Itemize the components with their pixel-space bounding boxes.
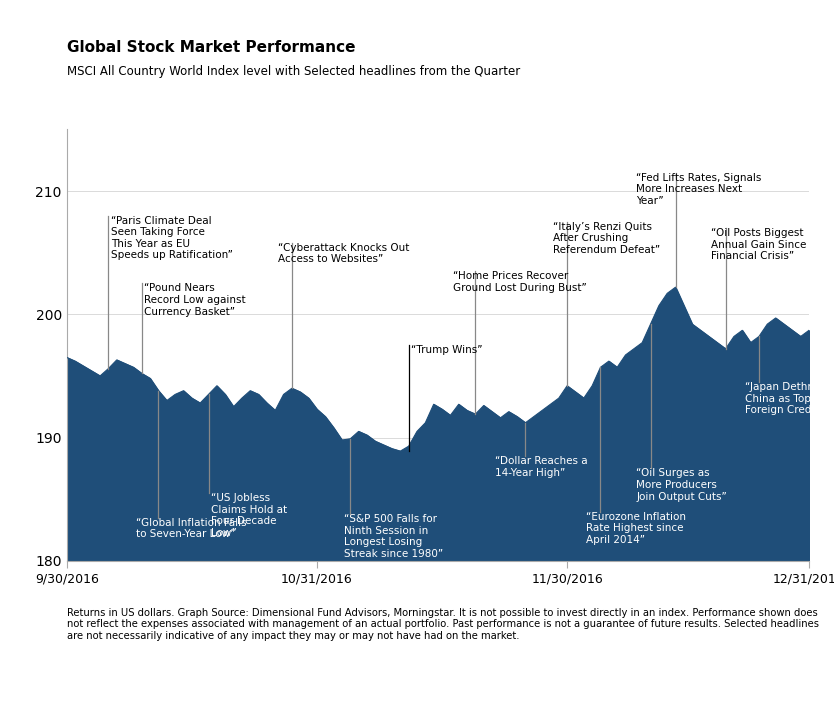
Text: “Home Prices Recover
Ground Lost During Bust”: “Home Prices Recover Ground Lost During …	[453, 271, 586, 293]
Text: Returns in US dollars. Graph Source: Dimensional Fund Advisors, Morningstar. It : Returns in US dollars. Graph Source: Dim…	[67, 608, 819, 641]
Text: MSCI All Country World Index level with Selected headlines from the Quarter: MSCI All Country World Index level with …	[67, 65, 520, 78]
Text: “Eurozone Inflation
Rate Highest since
April 2014”: “Eurozone Inflation Rate Highest since A…	[586, 511, 686, 545]
Text: “US Jobless
Claims Hold at
Four-Decade
Low”: “US Jobless Claims Hold at Four-Decade L…	[211, 493, 287, 538]
Text: “Oil Surges as
More Producers
Join Output Cuts”: “Oil Surges as More Producers Join Outpu…	[636, 468, 727, 502]
Text: “Trump Wins”: “Trump Wins”	[411, 345, 483, 355]
Text: “Paris Climate Deal
Seen Taking Force
This Year as EU
Speeds up Ratification”: “Paris Climate Deal Seen Taking Force Th…	[111, 216, 233, 260]
Text: “Fed Lifts Rates, Signals
More Increases Next
Year”: “Fed Lifts Rates, Signals More Increases…	[636, 173, 761, 206]
Text: “Italy’s Renzi Quits
After Crushing
Referendum Defeat”: “Italy’s Renzi Quits After Crushing Refe…	[553, 222, 660, 255]
Text: “S&P 500 Falls for
Ninth Session in
Longest Losing
Streak since 1980”: “S&P 500 Falls for Ninth Session in Long…	[344, 514, 444, 559]
Text: “Oil Posts Biggest
Annual Gain Since
Financial Crisis”: “Oil Posts Biggest Annual Gain Since Fin…	[711, 228, 806, 261]
Text: “Global Inflation Falls
to Seven-Year Low”: “Global Inflation Falls to Seven-Year Lo…	[136, 518, 247, 539]
Text: “Dollar Reaches a
14-Year High”: “Dollar Reaches a 14-Year High”	[495, 456, 587, 477]
Text: “Pound Nears
Record Low against
Currency Basket”: “Pound Nears Record Low against Currency…	[144, 283, 246, 316]
Text: “Cyberattack Knocks Out
Access to Websites”: “Cyberattack Knocks Out Access to Websit…	[278, 243, 409, 265]
Text: Global Stock Market Performance: Global Stock Market Performance	[67, 40, 355, 55]
Text: “Japan Dethrones
China as Top US
Foreign Creditor”: “Japan Dethrones China as Top US Foreign…	[745, 382, 834, 416]
